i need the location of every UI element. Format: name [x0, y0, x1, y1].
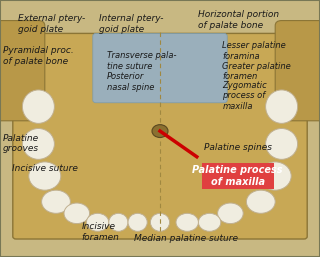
- Ellipse shape: [29, 162, 61, 190]
- Ellipse shape: [22, 90, 54, 123]
- Text: Greater palatine
foramen: Greater palatine foramen: [222, 62, 291, 81]
- Ellipse shape: [266, 90, 298, 123]
- Circle shape: [152, 125, 168, 137]
- Text: Median palatine suture: Median palatine suture: [134, 234, 238, 243]
- Ellipse shape: [176, 213, 198, 231]
- Text: Incisive suture: Incisive suture: [12, 164, 78, 173]
- FancyBboxPatch shape: [13, 33, 307, 239]
- Ellipse shape: [150, 213, 170, 231]
- Text: Incisive
foramen: Incisive foramen: [82, 222, 119, 242]
- Ellipse shape: [266, 128, 298, 159]
- Text: Zygomatic
process of
maxilla: Zygomatic process of maxilla: [222, 81, 267, 111]
- FancyBboxPatch shape: [0, 21, 45, 121]
- Text: Transverse pala-
tine suture
Posterior
nasal spine: Transverse pala- tine suture Posterior n…: [107, 51, 177, 91]
- FancyBboxPatch shape: [275, 21, 320, 121]
- Text: Pyramidal proc.
of palate bone: Pyramidal proc. of palate bone: [3, 46, 73, 66]
- Text: Lesser palatine
foramina: Lesser palatine foramina: [222, 41, 286, 60]
- Ellipse shape: [259, 162, 291, 190]
- Ellipse shape: [128, 213, 147, 231]
- FancyBboxPatch shape: [93, 33, 227, 103]
- Ellipse shape: [218, 203, 243, 224]
- Text: External ptery-
goid plate: External ptery- goid plate: [18, 14, 85, 33]
- Text: Palatine
grooves: Palatine grooves: [3, 134, 39, 153]
- Text: Palatine process
of maxilla: Palatine process of maxilla: [192, 165, 283, 187]
- Ellipse shape: [246, 190, 275, 213]
- Ellipse shape: [109, 213, 128, 231]
- Text: Palatine spines: Palatine spines: [204, 143, 272, 152]
- Text: Internal ptery-
goid plate: Internal ptery- goid plate: [99, 14, 164, 33]
- Text: Horizontal portion
of palate bone: Horizontal portion of palate bone: [198, 10, 280, 30]
- Ellipse shape: [64, 203, 90, 224]
- Ellipse shape: [198, 213, 221, 231]
- Ellipse shape: [22, 128, 54, 159]
- Ellipse shape: [86, 213, 109, 231]
- FancyBboxPatch shape: [202, 163, 274, 189]
- Ellipse shape: [42, 190, 70, 213]
